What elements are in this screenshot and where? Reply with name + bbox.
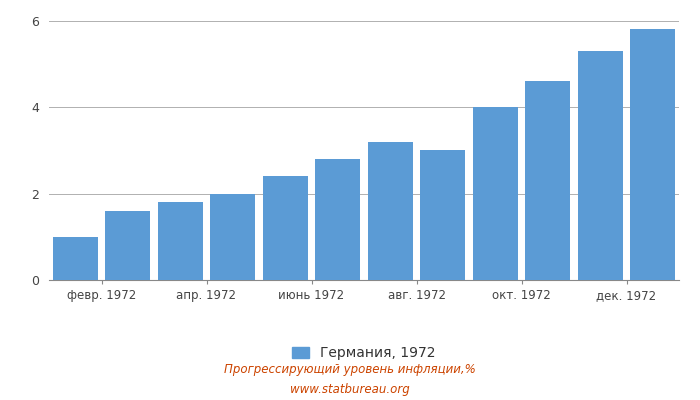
Bar bbox=[473, 107, 517, 280]
Text: Прогрессирующий уровень инфляции,%: Прогрессирующий уровень инфляции,% bbox=[224, 364, 476, 376]
Bar bbox=[421, 150, 465, 280]
Bar bbox=[526, 81, 570, 280]
Text: www.statbureau.org: www.statbureau.org bbox=[290, 384, 410, 396]
Bar bbox=[578, 51, 622, 280]
Bar bbox=[211, 194, 255, 280]
Bar bbox=[158, 202, 202, 280]
Bar bbox=[106, 211, 150, 280]
Bar bbox=[316, 159, 360, 280]
Legend: Германия, 1972: Германия, 1972 bbox=[287, 340, 441, 366]
Bar bbox=[368, 142, 412, 280]
Bar bbox=[53, 237, 97, 280]
Bar bbox=[631, 29, 675, 280]
Bar bbox=[263, 176, 307, 280]
